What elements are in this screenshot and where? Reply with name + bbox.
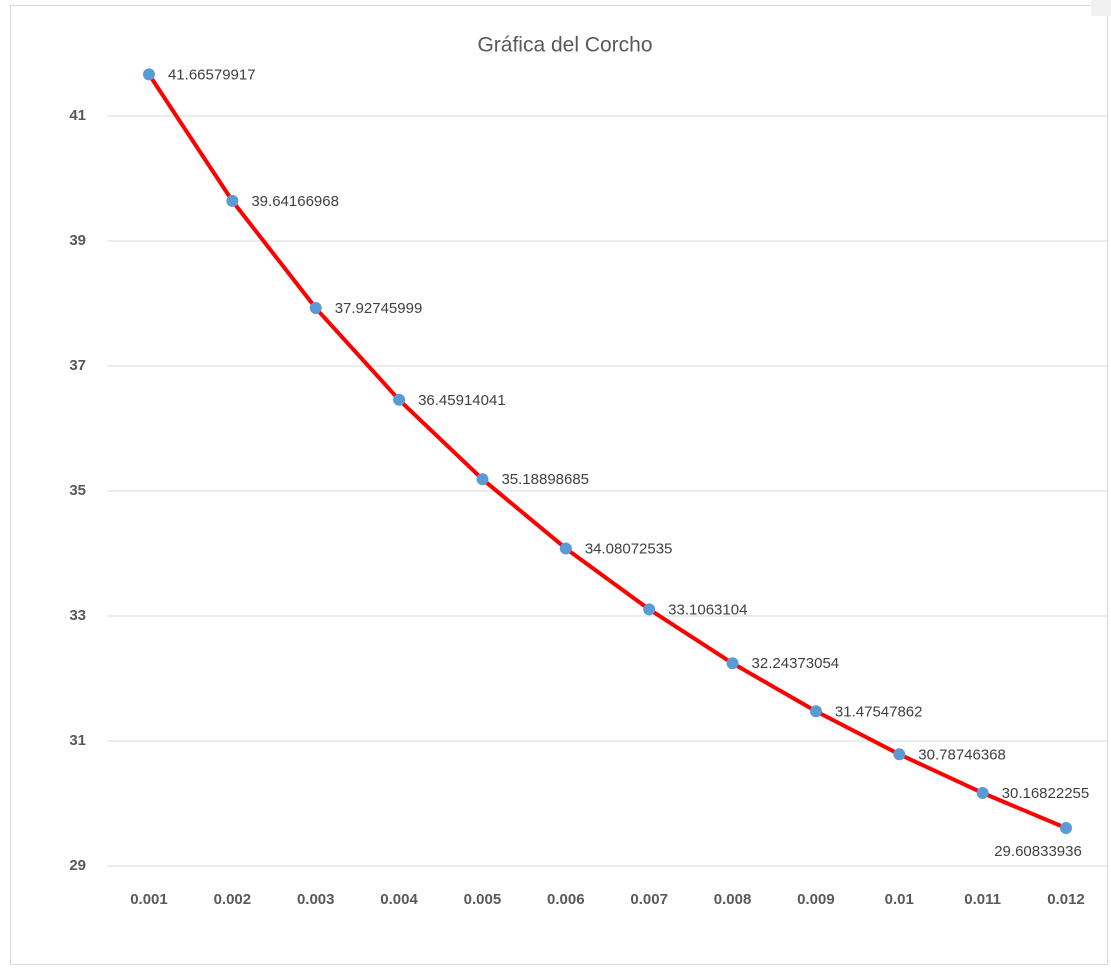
x-tick-label: 0.012 — [1047, 891, 1085, 908]
x-tick-label: 0.002 — [214, 891, 252, 908]
chart-title: Gráfica del Corcho — [477, 34, 652, 57]
y-tick-label: 31 — [69, 732, 86, 749]
x-tick-label: 0.004 — [380, 891, 418, 908]
y-tick-label: 35 — [69, 482, 86, 499]
x-tick-label: 0.006 — [547, 891, 585, 908]
marker — [643, 603, 656, 616]
marker — [726, 657, 739, 670]
y-tick-label: 39 — [69, 232, 86, 249]
y-tick-label: 37 — [69, 357, 86, 374]
marker — [976, 786, 989, 799]
marker — [476, 473, 489, 486]
chart-border — [10, 5, 1108, 965]
y-tick-label: 41 — [69, 107, 86, 124]
marker — [1060, 821, 1073, 834]
series-line — [147, 73, 1067, 830]
x-tick-label: 0.005 — [464, 891, 502, 908]
x-tick-label: 0.007 — [630, 891, 668, 908]
x-tick-label: 0.009 — [797, 891, 835, 908]
x-tick-label: 0.003 — [297, 891, 335, 908]
marker — [309, 302, 322, 315]
data-label: 30.78746368 — [918, 746, 1006, 763]
y-tick-label: 29 — [69, 857, 86, 874]
corner — [1091, 0, 1111, 16]
x-tick-label: 0.008 — [714, 891, 752, 908]
data-label: 32.24373054 — [752, 655, 840, 672]
x-tick-label: 0.001 — [130, 891, 168, 908]
x-tick-label: 0.011 — [964, 891, 1001, 908]
data-label: 30.16822255 — [1002, 785, 1090, 802]
data-label: 34.08072535 — [585, 540, 673, 557]
data-label: 33.1063104 — [668, 601, 747, 618]
data-label: 36.45914041 — [418, 392, 506, 409]
marker — [393, 393, 406, 406]
marker — [809, 705, 822, 718]
data-label: 29.60833936 — [994, 843, 1082, 860]
y-tick-label: 33 — [69, 607, 86, 624]
data-label: 35.18898685 — [501, 471, 589, 488]
marker — [559, 542, 572, 555]
marker — [893, 748, 906, 761]
marker — [142, 68, 155, 81]
x-tick-label: 0.01 — [885, 891, 914, 908]
data-label: 39.64166968 — [251, 193, 339, 210]
data-label: 41.66579917 — [168, 66, 256, 83]
data-label: 31.47547862 — [835, 703, 923, 720]
marker — [226, 194, 239, 207]
data-label: 37.92745999 — [335, 300, 423, 317]
